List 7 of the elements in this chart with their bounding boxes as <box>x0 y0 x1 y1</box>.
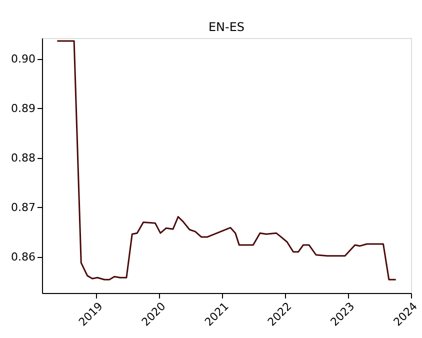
line-series <box>56 40 397 280</box>
y-tick-label: 0.86 <box>11 250 36 264</box>
y-tick-label: 0.90 <box>11 52 36 66</box>
y-tick-label: 0.89 <box>11 102 36 115</box>
y-tick-label: 0.88 <box>11 151 36 164</box>
y-tick-label: 0.87 <box>11 200 36 214</box>
chart-title: EN-ES <box>208 20 245 34</box>
